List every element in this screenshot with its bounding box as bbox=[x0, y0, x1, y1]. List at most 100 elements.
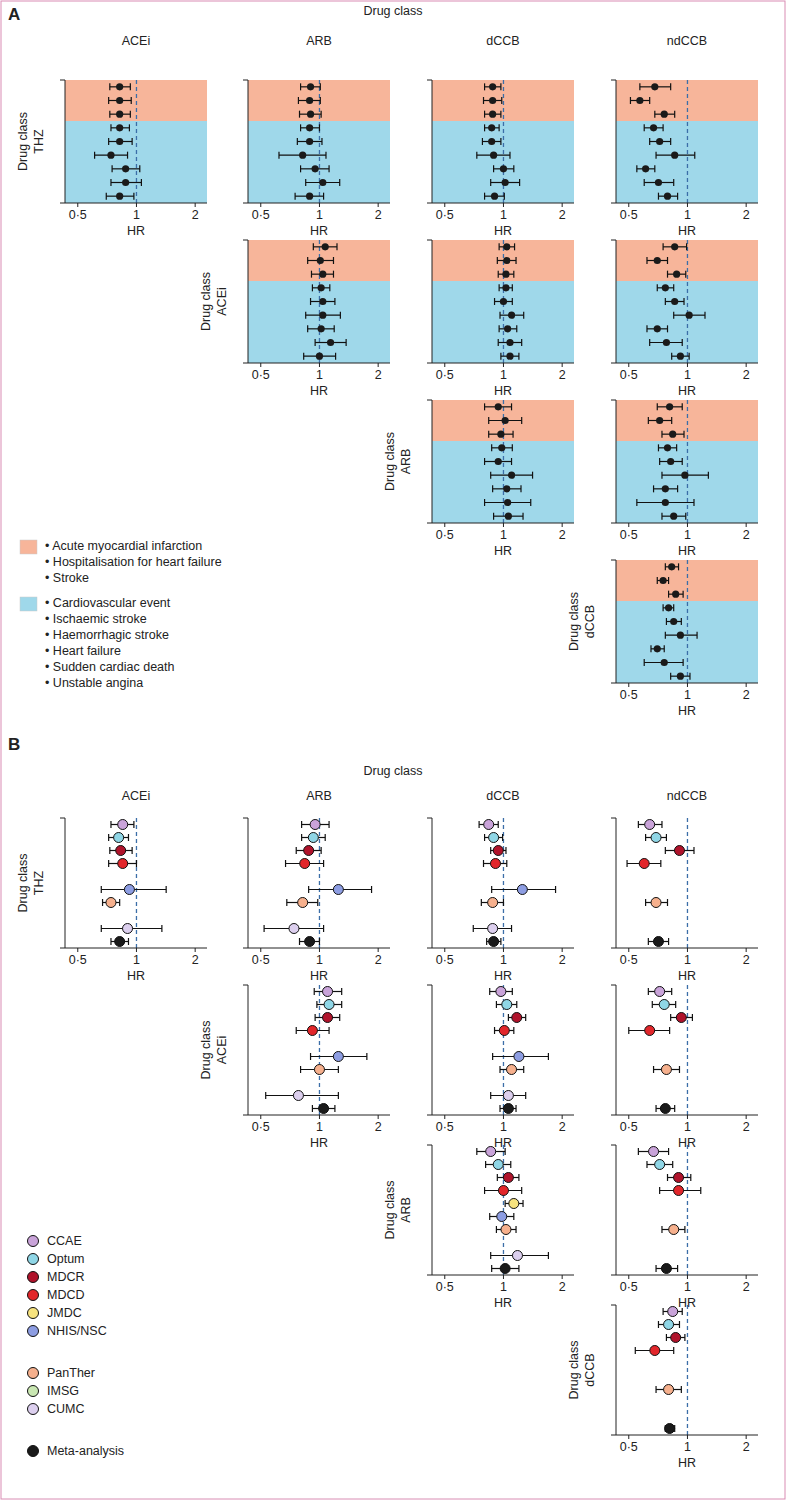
confidence-interval bbox=[106, 193, 134, 200]
forest-plot: 0·512HR bbox=[427, 400, 574, 558]
ci-cap bbox=[334, 325, 335, 332]
ci-cap bbox=[130, 111, 131, 118]
hazard-ratio-point bbox=[636, 97, 643, 104]
x-tick-label: 1 bbox=[316, 1120, 323, 1134]
hazard-ratio-point bbox=[503, 1091, 513, 1101]
figure: ADrug classACEiARBdCCBndCCBDrug classTHZ… bbox=[0, 0, 786, 1500]
ci-cap bbox=[108, 834, 109, 841]
hazard-ratio-point bbox=[489, 937, 499, 947]
y-axis-tick bbox=[611, 1115, 616, 1116]
ci-cap bbox=[320, 83, 321, 90]
ci-cap bbox=[520, 485, 521, 492]
ci-cap bbox=[657, 403, 658, 410]
hazard-ratio-point bbox=[502, 179, 509, 186]
x-tick bbox=[378, 203, 379, 207]
hazard-ratio-point bbox=[649, 1147, 659, 1157]
ci-cap bbox=[130, 83, 131, 90]
confidence-interval bbox=[666, 618, 681, 625]
ci-cap bbox=[676, 444, 677, 451]
x-tick-label: 1 bbox=[316, 953, 323, 967]
ci-cap bbox=[498, 821, 499, 828]
ci-cap bbox=[339, 179, 340, 186]
forest-plot: 0·512HR bbox=[60, 80, 207, 238]
x-tick-label: 0·5 bbox=[252, 368, 270, 382]
ci-cap bbox=[133, 821, 134, 828]
hazard-ratio-point bbox=[650, 124, 657, 131]
ci-cap bbox=[500, 353, 501, 360]
reference-line bbox=[687, 1305, 688, 1435]
ci-cap bbox=[639, 83, 640, 90]
ci-cap bbox=[321, 138, 322, 145]
ci-cap bbox=[502, 834, 503, 841]
x-tick bbox=[562, 1275, 563, 1279]
x-tick-label: 0·5 bbox=[252, 1120, 270, 1134]
confidence-interval bbox=[498, 339, 521, 346]
outcome-band bbox=[432, 240, 574, 281]
ci-cap bbox=[635, 1347, 636, 1354]
ci-cap bbox=[286, 899, 287, 906]
y-axis-tick bbox=[60, 818, 65, 819]
x-tick bbox=[746, 203, 747, 207]
ci-cap bbox=[94, 152, 95, 159]
ci-cap bbox=[704, 312, 705, 319]
ci-cap bbox=[299, 111, 300, 118]
outcome-band bbox=[432, 121, 574, 203]
y-axis-tick bbox=[611, 523, 616, 524]
column-axis-label: Drug class bbox=[363, 4, 422, 18]
x-tick-label: 0·5 bbox=[620, 1120, 638, 1134]
column-header: ACEi bbox=[122, 34, 150, 48]
confidence-interval bbox=[495, 298, 513, 305]
hazard-ratio-point bbox=[662, 485, 669, 492]
y-axis-tick bbox=[611, 683, 616, 684]
confidence-interval bbox=[312, 284, 329, 291]
marks bbox=[279, 83, 340, 200]
ci-cap bbox=[319, 938, 320, 945]
hazard-ratio-point bbox=[498, 444, 505, 451]
ci-cap bbox=[660, 860, 661, 867]
hazard-ratio-point bbox=[505, 513, 512, 520]
hazard-ratio-point bbox=[655, 987, 665, 997]
confidence-interval bbox=[485, 83, 501, 90]
ci-cap bbox=[645, 899, 646, 906]
hazard-ratio-point bbox=[116, 193, 123, 200]
forest-plot: 0·512HR bbox=[427, 985, 574, 1150]
ci-cap bbox=[491, 1265, 492, 1272]
hazard-ratio-point bbox=[497, 431, 504, 438]
outcome-band bbox=[432, 400, 574, 441]
hazard-ratio-point bbox=[661, 659, 668, 666]
ci-cap bbox=[323, 860, 324, 867]
y-axis-tick bbox=[611, 818, 616, 819]
x-tick bbox=[628, 1275, 629, 1279]
y-axis-tick bbox=[427, 818, 432, 819]
outcome-band bbox=[616, 240, 758, 281]
ci-cap bbox=[530, 499, 531, 506]
x-tick bbox=[319, 948, 320, 952]
x-axis-label: HR bbox=[678, 544, 696, 558]
y-axis-tick bbox=[427, 203, 432, 204]
hazard-ratio-point bbox=[489, 833, 499, 843]
hazard-ratio-point bbox=[664, 1385, 674, 1395]
ci-cap bbox=[648, 938, 649, 945]
x-tick-label: 2 bbox=[743, 953, 750, 967]
hazard-ratio-point bbox=[316, 353, 323, 360]
x-tick bbox=[628, 203, 629, 207]
confidence-interval bbox=[489, 417, 522, 424]
ci-cap bbox=[636, 165, 637, 172]
marks bbox=[495, 243, 524, 360]
y-axis-tick bbox=[427, 948, 432, 949]
x-tick-label: 1 bbox=[684, 208, 691, 222]
ci-cap bbox=[548, 1053, 549, 1060]
ci-cap bbox=[667, 271, 668, 278]
y-axis-tick bbox=[60, 80, 65, 81]
hazard-ratio-point bbox=[667, 458, 674, 465]
confidence-interval bbox=[492, 444, 513, 451]
x-tick-label: 2 bbox=[375, 1120, 382, 1134]
ci-cap bbox=[483, 97, 484, 104]
y-axis bbox=[616, 560, 617, 683]
ci-cap bbox=[686, 243, 687, 250]
hazard-ratio-point bbox=[653, 937, 663, 947]
ci-cap bbox=[649, 138, 650, 145]
row-header: ARB bbox=[399, 449, 413, 475]
ci-cap bbox=[679, 1066, 680, 1073]
x-tick bbox=[503, 523, 504, 527]
